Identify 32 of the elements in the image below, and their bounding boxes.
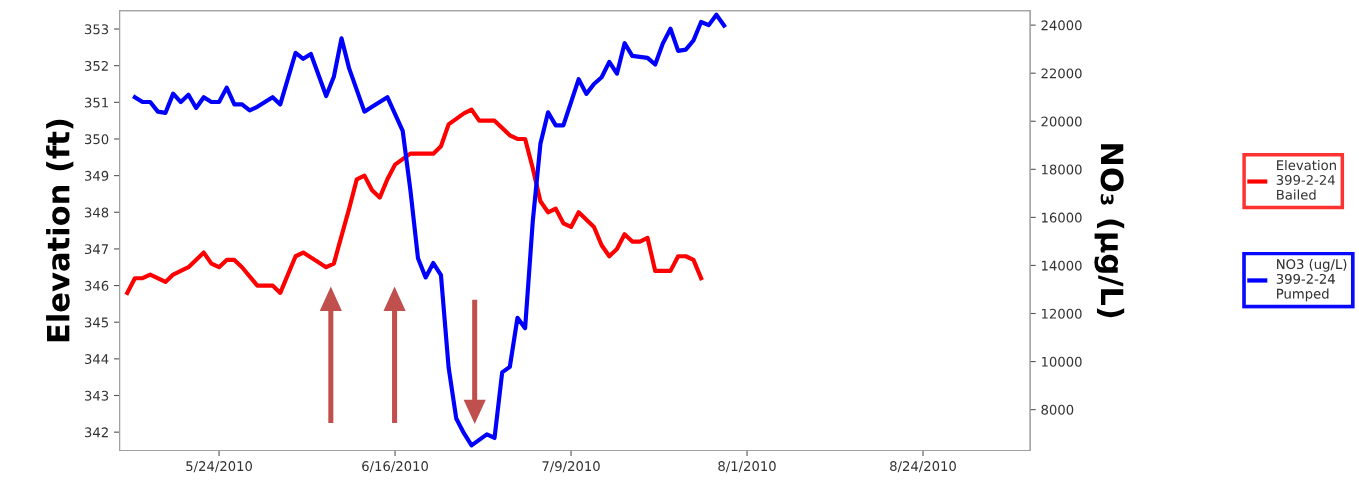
y2-tick-label: 12000 (1041, 308, 1082, 319)
y-tick-label: 353 (85, 24, 109, 35)
y-tick-label: 349 (85, 170, 109, 181)
y2-tick-label: 18000 (1041, 164, 1082, 175)
y-tick-label: 350 (85, 134, 109, 145)
y2-tick-label: 20000 (1041, 116, 1082, 127)
x-tick-label: 7/9/2010 (542, 461, 600, 473)
y2-tick-label: 24000 (1041, 20, 1082, 31)
y-tick-label: 343 (85, 390, 109, 401)
y-tick-label: 351 (85, 97, 108, 108)
x-tick-label: 8/24/2010 (890, 461, 956, 473)
y-tick-label: 348 (85, 207, 109, 218)
legend-label: NO3 (ug/L) 399-2-24 Pumped (1276, 258, 1347, 302)
x-tick-label: 8/1/2010 (718, 461, 776, 473)
y-tick-label: 344 (85, 354, 109, 365)
y2-tick-label: 10000 (1041, 356, 1082, 367)
y2-tick-label: 14000 (1041, 260, 1082, 271)
y-tick-label: 342 (85, 427, 108, 438)
y-tick-label: 347 (85, 244, 109, 255)
y-tick-label: 352 (85, 60, 108, 71)
line-series (125, 107, 704, 295)
y2-tick-label: 22000 (1041, 68, 1082, 79)
legend-label: Elevation 399-2-24 Bailed (1276, 159, 1336, 200)
y-axis-title: Elevation (ft) (46, 119, 74, 342)
line-series (132, 12, 727, 448)
y2-axis-title: NO₃ (µg/L) (1094, 144, 1125, 318)
y2-tick-label: 16000 (1041, 212, 1082, 223)
y2-tick-label: 8000 (1041, 404, 1074, 415)
y-tick-label: 345 (85, 317, 109, 328)
x-tick-label: 6/16/2010 (362, 461, 428, 473)
y-tick-label: 346 (85, 280, 109, 291)
x-tick-label: 5/24/2010 (186, 461, 253, 473)
